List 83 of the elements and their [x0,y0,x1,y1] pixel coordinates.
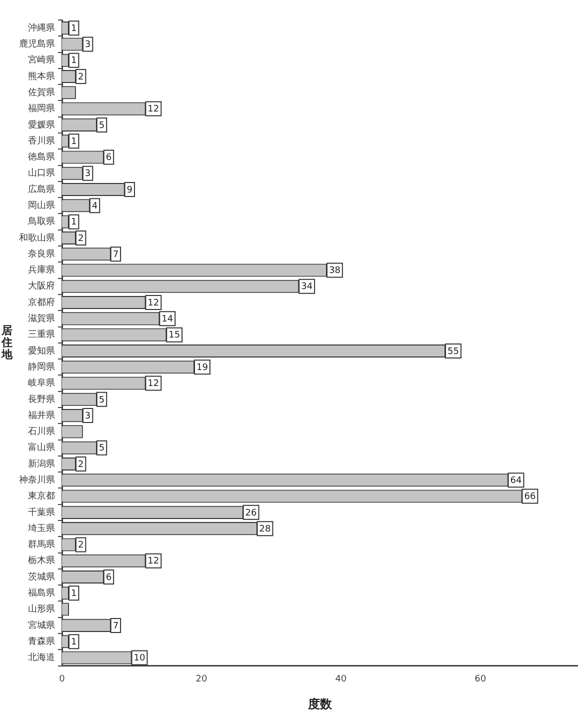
data-label: 19 [196,362,208,373]
data-label: 12 [148,379,160,390]
y-tick-label: 三重県 [28,329,55,340]
data-label: 4 [92,202,98,212]
x-tick-label: 0 [59,674,66,685]
data-label: 12 [148,298,160,308]
data-label: 3 [84,411,91,422]
y-tick-label: 神奈川県 [19,474,55,486]
data-label: 1 [70,218,77,228]
data-label: 1 [70,588,77,599]
y-tick-label: 石川県 [28,426,55,438]
data-label: 5 [98,444,105,454]
data-label: 10 [134,654,146,664]
data-label: 2 [78,72,84,82]
data-label: 1 [70,24,77,34]
y-tick-label: 岐阜県 [28,378,55,389]
y-tick-label: 香川県 [28,135,55,146]
y-axis-title: 居住地 [0,324,14,361]
data-label: 5 [98,395,105,406]
data-label: 15 [168,330,180,341]
y-tick-label: 鹿児島県 [19,38,55,50]
data-label: 5 [98,120,105,131]
y-tick-label: 山口県 [28,168,55,179]
y-tick-label: 岡山県 [28,200,55,212]
y-tick-label: 佐賀県 [28,86,55,98]
data-label: 12 [148,556,160,567]
x-tick-label: 20 [196,674,208,685]
y-tick-label: 兵庫県 [28,264,55,276]
data-label: 38 [328,266,341,276]
y-tick-label: 長野県 [28,394,55,405]
y-tick-label: 新潟県 [28,458,55,470]
y-tick-label: 青森県 [28,636,55,647]
y-tick-label: 福井県 [28,410,55,421]
data-label: 14 [162,314,174,325]
y-tick-label: 山形県 [28,604,55,615]
y-tick-label: 福島県 [28,587,55,598]
data-label: 2 [78,540,84,551]
y-tick-label: 愛媛県 [28,119,55,130]
y-tick-label: 宮崎県 [28,54,55,66]
data-label: 7 [112,250,119,260]
data-label: 3 [84,40,91,50]
data-label: 3 [84,169,91,180]
x-tick-label: 40 [335,674,347,685]
y-tick-label: 熊本県 [28,70,55,82]
y-tick-label: 福岡県 [28,103,55,114]
y-tick-label: 京都府 [28,296,55,308]
data-label: 66 [524,492,536,502]
y-tick-label: 北海道 [28,652,55,664]
y-tick-label: 茨城県 [28,571,55,582]
y-tick-label: 広島県 [28,184,55,195]
data-label: 55 [448,346,459,357]
data-label: 34 [301,282,313,292]
y-tick-label: 静岡県 [28,361,55,372]
data-label: 9 [126,185,133,196]
y-tick-label: 群馬県 [28,539,55,550]
y-tick-label: 滋賀県 [28,313,55,324]
y-tick-label: 奈良県 [28,248,55,260]
data-label: 6 [106,153,112,164]
data-label: 2 [78,460,84,470]
data-label: 26 [245,508,258,518]
y-tick-label: 沖縄県 [28,22,55,34]
data-label: 6 [106,572,112,583]
y-tick-label: 栃木県 [28,555,55,566]
y-tick-label: 愛知県 [28,345,55,356]
y-tick-label: 徳島県 [28,152,55,163]
y-tick-label: 東京都 [28,490,55,502]
y-tick-label: 千葉県 [28,506,55,518]
y-tick-label: 富山県 [28,442,55,454]
data-label: 12 [148,104,160,115]
data-label: 1 [70,56,77,66]
data-label: 28 [259,524,271,534]
y-tick-label: 和歌山県 [19,232,55,244]
data-label: 64 [510,476,522,486]
data-label: 1 [70,136,77,147]
data-label: 2 [78,234,84,244]
y-tick-label: 鳥取県 [27,216,55,228]
x-axis-title: 度数 [307,696,333,711]
y-tick-label: 大阪府 [28,280,55,292]
x-tick-label: 60 [474,674,486,685]
data-label: 7 [112,621,119,632]
y-tick-label: 宮城県 [28,620,55,631]
data-label: 1 [70,637,77,648]
y-tick-label: 埼玉県 [27,522,55,534]
